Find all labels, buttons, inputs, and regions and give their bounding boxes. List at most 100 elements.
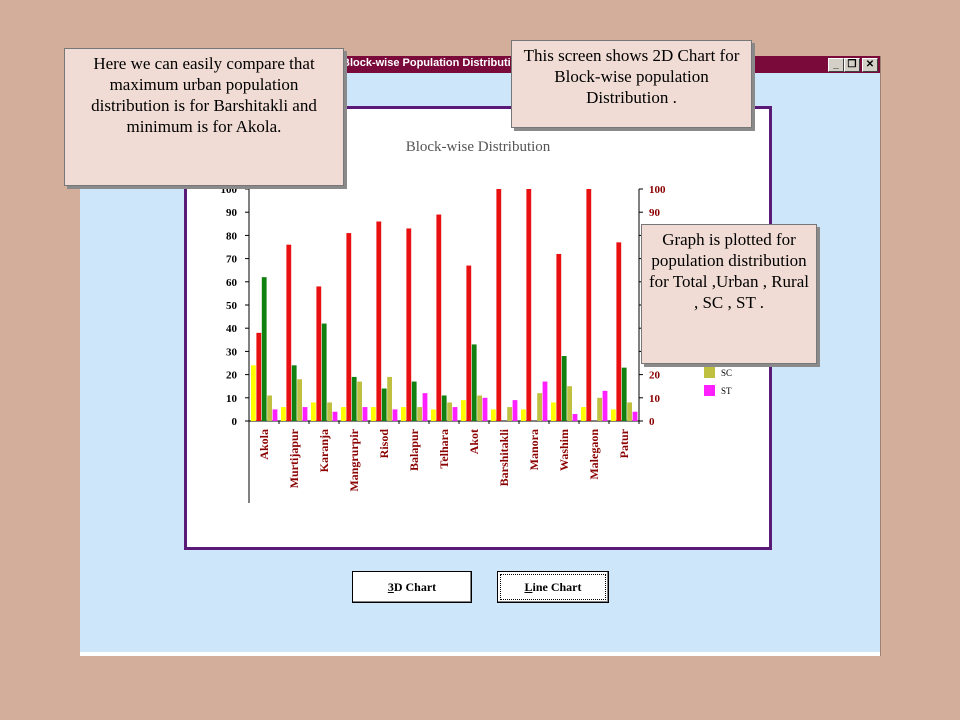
y-tick-label-right: 0 [649, 416, 655, 428]
y-tick-label-right: 100 [649, 184, 666, 196]
bar-rural-risod [381, 388, 387, 421]
bar-rural-washim [561, 356, 567, 421]
bar-rural-murtijapur [291, 365, 297, 421]
y-tick-label-left: 0 [232, 416, 238, 428]
3d-chart-label-post: D Chart [393, 580, 437, 594]
bar-urban-akola [256, 332, 262, 421]
bar-sc-akot [477, 395, 482, 421]
line-chart-button[interactable]: Line Chart [497, 571, 609, 603]
bar-st-murtijapur [302, 407, 308, 421]
line-chart-label-post: ine Chart [532, 580, 582, 594]
y-tick-label-left: 20 [226, 370, 238, 382]
bar-total-akot [461, 400, 466, 421]
bar-urban-telhara [436, 214, 442, 421]
legend-swatch-st [704, 385, 715, 396]
bar-st-balapur [422, 393, 428, 421]
x-category-label: Malegaon [587, 429, 601, 480]
bar-total-patur [611, 409, 616, 421]
y-tick-label-left: 30 [226, 346, 238, 358]
window-bottom-border [80, 652, 880, 656]
bar-st-patur [632, 411, 638, 421]
y-tick-label-left: 40 [226, 323, 238, 335]
bar-urban-malegaon [586, 189, 592, 421]
callout-comparison: Here we can easily compare that maximum … [64, 48, 344, 186]
x-category-label: Manora [527, 429, 541, 470]
bar-st-manora [542, 381, 548, 421]
bar-urban-akot [466, 265, 472, 421]
bar-sc-mangrurpir [357, 381, 362, 421]
bar-urban-washim [556, 253, 562, 421]
x-category-label: Patur [617, 428, 631, 458]
3d-chart-button[interactable]: 3D Chart [352, 571, 472, 603]
line-chart-label-accel: L [524, 580, 533, 594]
bar-total-manora [521, 409, 526, 421]
minimize-icon[interactable]: _ [828, 58, 844, 72]
bar-rural-mangrurpir [351, 376, 357, 421]
legend-label-sc: SC [721, 368, 732, 378]
3d-chart-label-accel: 3 [387, 580, 394, 594]
y-tick-label-left: 80 [226, 230, 238, 242]
y-tick-label-right: 90 [649, 207, 661, 219]
chart-title: Block-wise Distribution [406, 139, 551, 155]
bar-st-telhara [452, 407, 458, 421]
legend-label-st: ST [721, 386, 732, 396]
y-tick-label-left: 100 [221, 184, 238, 196]
bar-st-akola [272, 409, 278, 421]
bar-sc-washim [567, 386, 572, 421]
bar-sc-barshitakli [507, 407, 512, 421]
callout-graph-description: Graph is plotted for population distribu… [641, 224, 817, 364]
bar-sc-malegaon [597, 397, 602, 421]
y-tick-label-left: 60 [226, 277, 238, 289]
close-icon[interactable]: ✕ [862, 58, 878, 72]
bar-rural-telhara [441, 395, 447, 421]
bar-rural-balapur [411, 381, 417, 421]
bar-total-washim [551, 402, 556, 421]
bar-total-balapur [401, 407, 406, 421]
bar-urban-murtijapur [286, 244, 292, 421]
bar-sc-murtijapur [297, 379, 302, 421]
bar-sc-balapur [417, 407, 422, 421]
bar-urban-patur [616, 242, 622, 421]
legend-swatch-sc [704, 367, 715, 378]
bar-sc-patur [627, 402, 632, 421]
x-category-label: Telhara [437, 429, 451, 469]
bar-sc-akola [267, 395, 272, 421]
bar-rural-karanja [321, 323, 327, 421]
callout-screen-description: This screen shows 2D Chart for Block-wis… [511, 40, 752, 128]
x-category-label: Murtijapur [287, 428, 301, 488]
bar-total-risod [371, 407, 376, 421]
restore-icon[interactable]: ❐ [844, 58, 860, 72]
bar-st-barshitakli [512, 400, 518, 421]
x-category-label: Washim [557, 429, 571, 471]
x-category-label: Akot [467, 429, 481, 454]
bar-total-karanja [311, 402, 316, 421]
bar-st-malegaon [602, 390, 608, 421]
bar-total-mangrurpir [341, 407, 346, 421]
bar-st-washim [572, 414, 578, 421]
bar-urban-barshitakli [496, 189, 502, 421]
bar-st-risod [392, 409, 398, 421]
bar-sc-risod [387, 376, 392, 421]
bar-st-karanja [332, 411, 338, 421]
bar-st-mangrurpir [362, 407, 368, 421]
bar-sc-telhara [447, 402, 452, 421]
bar-urban-mangrurpir [346, 233, 352, 421]
bar-total-telhara [431, 409, 436, 421]
bar-rural-patur [621, 367, 627, 421]
y-tick-label-left: 70 [226, 254, 238, 266]
bar-urban-balapur [406, 228, 412, 421]
x-category-label: Barshitakli [497, 428, 511, 486]
y-tick-label-left: 50 [226, 300, 238, 312]
x-category-label: Risod [377, 429, 391, 459]
y-tick-label-left: 90 [226, 207, 238, 219]
bar-total-malegaon [581, 407, 586, 421]
x-category-label: Karanja [317, 429, 331, 472]
bar-urban-manora [526, 189, 532, 421]
bar-urban-risod [376, 221, 382, 421]
y-tick-label-right: 10 [649, 393, 661, 405]
y-tick-label-left: 10 [226, 393, 238, 405]
bar-rural-akot [471, 344, 477, 421]
bar-sc-karanja [327, 402, 332, 421]
y-tick-label-right: 20 [649, 370, 661, 382]
bar-urban-karanja [316, 286, 322, 421]
